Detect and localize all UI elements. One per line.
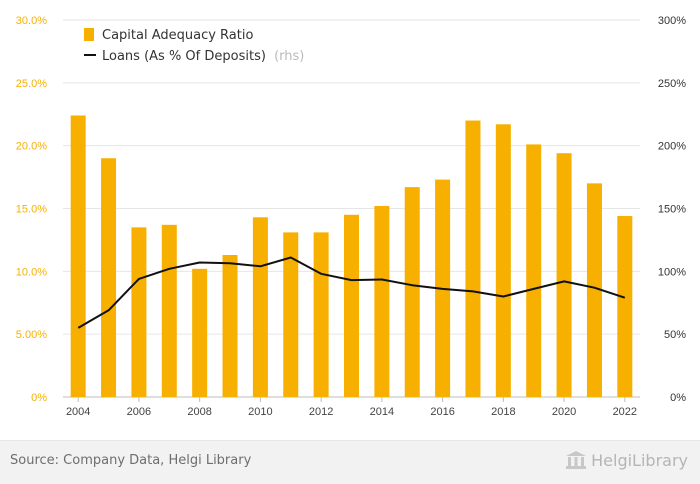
bar-2015 — [404, 187, 420, 397]
y-right-tick-label: 100% — [658, 266, 686, 278]
y-left-tick-label: 10.0% — [16, 266, 47, 278]
bar-2013 — [344, 214, 359, 397]
bar-2009 — [222, 254, 238, 397]
bar-2006 — [131, 227, 147, 397]
bar-2012 — [313, 232, 329, 397]
y-left-tick-label: 0% — [31, 392, 47, 404]
bar-2018 — [495, 124, 511, 397]
y-left-tick-label: 25.0% — [16, 78, 47, 90]
bar-2019 — [526, 144, 542, 397]
brand-name: HelgiLibrary — [591, 450, 688, 470]
bar-2017 — [465, 120, 481, 398]
x-tick-label: 2016 — [430, 406, 454, 418]
bar-series-capital-adequacy — [70, 115, 633, 398]
brand-logo: HelgiLibrary — [565, 450, 688, 470]
legend: Capital Adequacy Ratio Loans (As % Of De… — [84, 28, 304, 64]
source-note: Source: Company Data, Helgi Library — [10, 453, 252, 468]
axes: 0% 5.00% 10.0% 15.0% 20.0% 25.0% 30.0% 0% 50% 100… — [16, 15, 686, 418]
y-right-tick-label: 250% — [658, 78, 686, 90]
loans-line — [77, 256, 626, 329]
bar-2021 — [586, 183, 602, 397]
line-series-loans — [77, 256, 626, 329]
library-icon — [566, 451, 587, 469]
bar-2011 — [283, 232, 299, 397]
bar-2005 — [101, 158, 117, 397]
bar-2008 — [192, 268, 208, 397]
x-tick-label: 2006 — [127, 406, 151, 418]
x-tick-label: 2020 — [552, 406, 576, 418]
legend-swatch-capital-adequacy — [84, 28, 94, 41]
bar-2022 — [617, 216, 633, 397]
bar-2010 — [252, 217, 268, 397]
bar-2007 — [161, 224, 177, 397]
legend-label-loans: Loans (As % Of Deposits) (rhs) — [102, 49, 304, 64]
bar-2014 — [374, 205, 390, 397]
x-tick-label: 2014 — [370, 406, 394, 418]
y-left-tick-label: 15.0% — [16, 204, 47, 216]
y-right-tick-label: 300% — [658, 15, 686, 27]
x-tick-label: 2018 — [491, 406, 515, 418]
legend-label-capital-adequacy: Capital Adequacy Ratio — [102, 28, 253, 43]
y-left-tick-label: 20.0% — [16, 141, 47, 153]
y-left-tick-label: 5.00% — [16, 329, 47, 341]
y-right-tick-label: 0% — [670, 392, 686, 404]
legend-label-loans-name: Loans (As % Of Deposits) — [102, 49, 266, 64]
y-right-tick-label: 50% — [664, 329, 686, 341]
bar-2004 — [70, 115, 86, 398]
y-right-tick-label: 200% — [658, 141, 686, 153]
x-tick-label: 2022 — [613, 406, 637, 418]
x-tick-label: 2008 — [187, 406, 211, 418]
x-tick-label: 2012 — [309, 406, 333, 418]
footer: Source: Company Data, Helgi Library Helg… — [0, 440, 700, 484]
legend-label-loans-rhs: (rhs) — [274, 49, 304, 64]
chart: 0% 5.00% 10.0% 15.0% 20.0% 25.0% 30.0% 0% 50% 100… — [16, 15, 686, 418]
y-left-tick-label: 30.0% — [16, 15, 47, 27]
y-right-tick-label: 150% — [658, 204, 686, 216]
x-tick-label: 2004 — [66, 406, 90, 418]
x-tick-label: 2010 — [248, 406, 272, 418]
bar-2020 — [556, 153, 572, 397]
